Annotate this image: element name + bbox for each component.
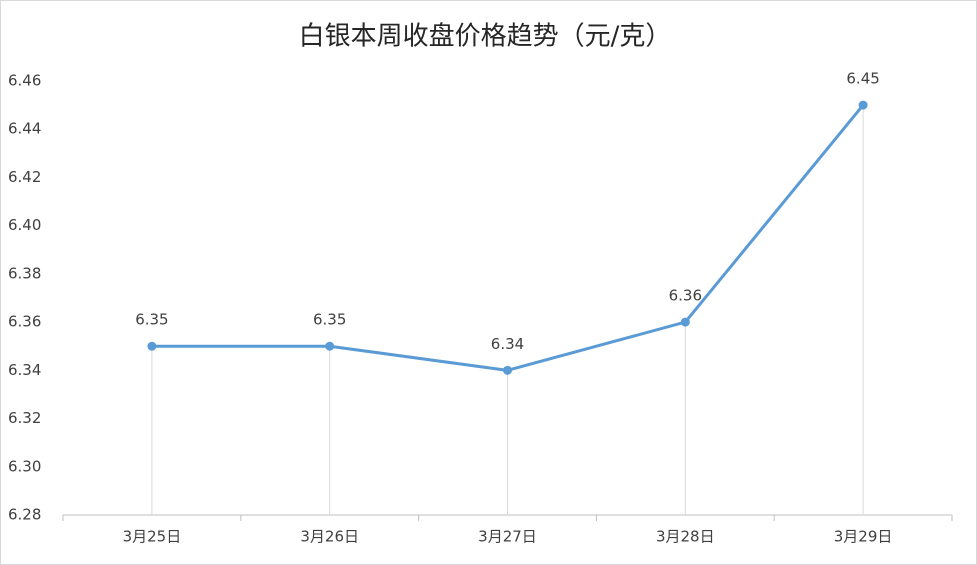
point [858, 100, 868, 110]
point [503, 365, 512, 375]
data-label: 6.45 [846, 70, 879, 88]
point [325, 341, 335, 351]
x-tick-label: 3月26日 [300, 528, 359, 546]
data-label: 6.35 [313, 311, 346, 329]
point [680, 317, 690, 327]
y-tick-label: 6.42 [8, 168, 41, 186]
x-tick-label: 3月29日 [834, 528, 893, 546]
chart-title: 白银本周收盘价格趋势（元/克） [299, 22, 672, 52]
y-tick-label: 6.34 [8, 361, 41, 379]
y-tick-label: 6.36 [8, 313, 41, 331]
y-tick-label: 6.40 [8, 216, 41, 234]
x-tick-label: 3月25日 [123, 528, 182, 546]
y-tick-label: 6.30 [8, 457, 41, 475]
x-tick-label: 3月27日 [478, 528, 537, 546]
data-label: 6.35 [135, 311, 168, 329]
x-tick-label: 3月28日 [656, 528, 715, 546]
y-tick-label: 6.28 [8, 506, 41, 524]
data-label: 6.34 [491, 335, 524, 353]
y-tick-label: 6.46 [8, 72, 41, 90]
y-tick-label: 6.38 [8, 264, 41, 282]
data-label: 6.36 [669, 287, 702, 305]
y-tick-label: 6.32 [8, 409, 41, 427]
y-tick-label: 6.44 [8, 120, 41, 138]
point [147, 341, 157, 351]
